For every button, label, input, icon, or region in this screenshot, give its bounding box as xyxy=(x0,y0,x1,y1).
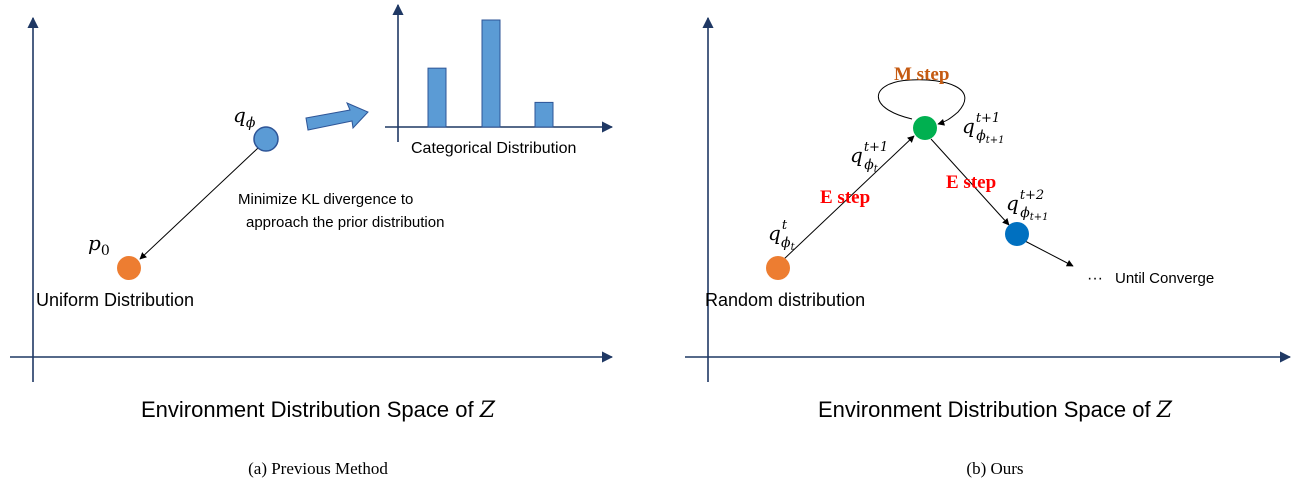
panel-previous-method: Categorical Distribution qϕ p0 Minimize … xyxy=(10,5,612,478)
node-blue xyxy=(1005,222,1029,246)
node-orange-b xyxy=(766,256,790,280)
categorical-bar-2 xyxy=(482,20,500,127)
caption-b: (b) Ours xyxy=(966,459,1023,478)
ellipsis: ··· xyxy=(1087,270,1103,287)
e-step-label-2: E step xyxy=(946,172,996,193)
kl-annotation-line2: approach the prior distribution xyxy=(246,214,444,231)
categorical-bar-3 xyxy=(535,102,553,127)
node-green xyxy=(913,116,937,140)
random-label: Random distribution xyxy=(705,290,865,310)
node-q-phi xyxy=(254,127,278,151)
uniform-label: Uniform Distribution xyxy=(36,290,194,310)
categorical-bar-1 xyxy=(428,68,446,127)
block-arrow xyxy=(306,103,368,130)
panel-ours: M step E step E step qt ϕt qt+1 ϕt qt+1 ϕt+… xyxy=(685,18,1290,478)
space-title-a: Environment Distribution Space of Z xyxy=(141,397,496,423)
until-converge-label: Until Converge xyxy=(1115,270,1214,287)
e-step-label-1: E step xyxy=(820,187,870,208)
space-title-b: Environment Distribution Space of Z xyxy=(818,397,1173,423)
label-q-t2: qt+2 ϕt+1 xyxy=(1006,188,1049,223)
converge-arrow xyxy=(1023,240,1073,266)
categorical-chart: Categorical Distribution xyxy=(385,5,612,157)
label-q-t1-right: qt+1 ϕt+1 xyxy=(962,111,1005,146)
label-q-t: qt ϕt xyxy=(768,218,796,253)
caption-a: (a) Previous Method xyxy=(248,459,388,478)
kl-annotation-line1: Minimize KL divergence to xyxy=(238,191,413,208)
label-q-t1-left: qt+1 ϕt xyxy=(850,140,888,175)
label-p0: p0 xyxy=(88,231,110,259)
node-p0 xyxy=(117,256,141,280)
m-step-label: M step xyxy=(894,64,949,85)
categorical-label: Categorical Distribution xyxy=(411,140,576,157)
label-q-phi: qϕ xyxy=(233,103,256,131)
